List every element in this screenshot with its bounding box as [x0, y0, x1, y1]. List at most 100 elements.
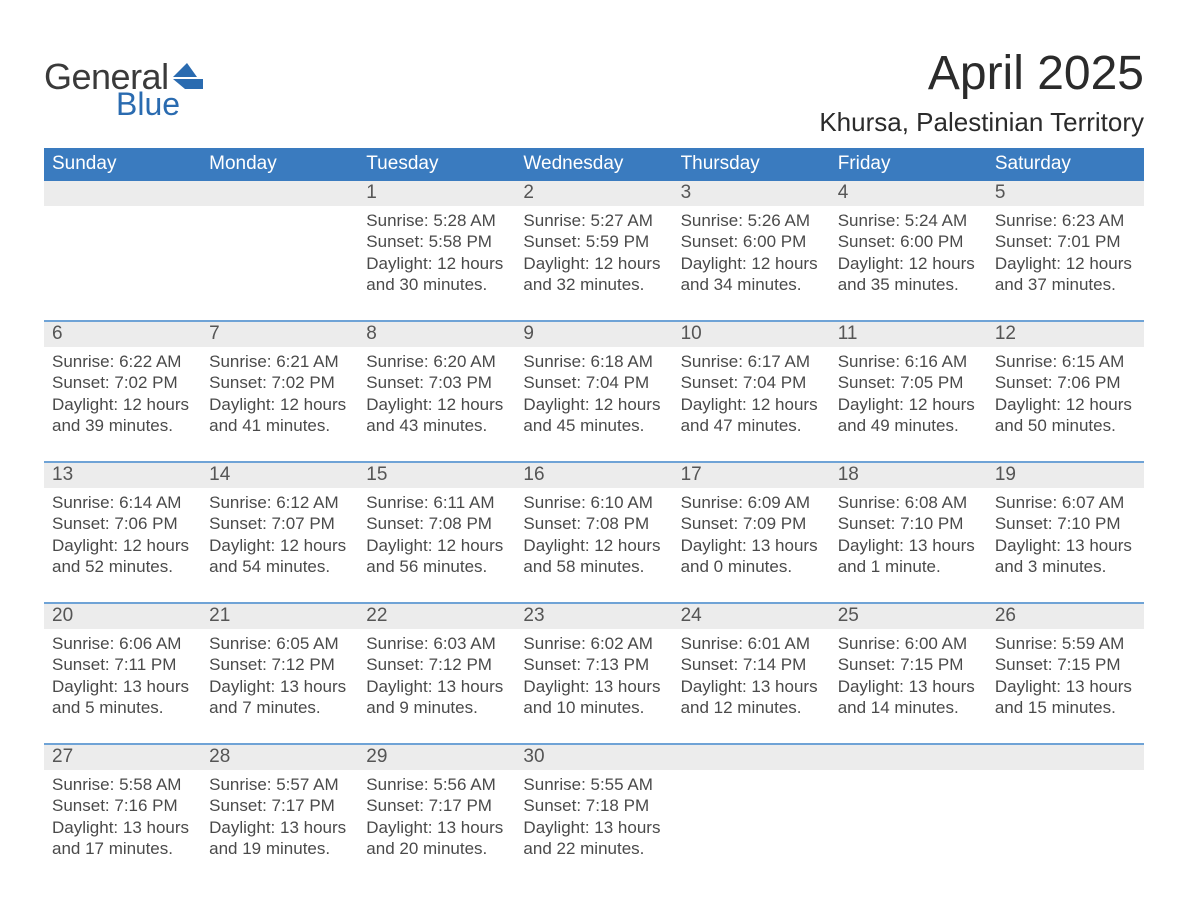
sunrise-line: Sunrise: 5:55 AM	[523, 774, 664, 795]
day-number: 15	[358, 463, 515, 488]
day-cell: Sunrise: 6:05 AMSunset: 7:12 PMDaylight:…	[201, 629, 358, 725]
week-row: 13141516171819Sunrise: 6:14 AMSunset: 7:…	[44, 461, 1144, 584]
sunset-line: Sunset: 7:01 PM	[995, 231, 1136, 252]
day-number: 2	[515, 181, 672, 206]
daylight-line: Daylight: 13 hours and 14 minutes.	[838, 676, 979, 719]
day-number: 13	[44, 463, 201, 488]
sunrise-line: Sunrise: 6:22 AM	[52, 351, 193, 372]
day-cell: Sunrise: 5:56 AMSunset: 7:17 PMDaylight:…	[358, 770, 515, 866]
daylight-line: Daylight: 13 hours and 9 minutes.	[366, 676, 507, 719]
day-number	[44, 181, 201, 206]
daynum-row: 12345	[44, 181, 1144, 206]
sunset-line: Sunset: 7:18 PM	[523, 795, 664, 816]
sunset-line: Sunset: 7:10 PM	[995, 513, 1136, 534]
sunrise-line: Sunrise: 6:16 AM	[838, 351, 979, 372]
week-row: 27282930Sunrise: 5:58 AMSunset: 7:16 PMD…	[44, 743, 1144, 866]
day-cell: Sunrise: 5:27 AMSunset: 5:59 PMDaylight:…	[515, 206, 672, 302]
day-cell: Sunrise: 6:00 AMSunset: 7:15 PMDaylight:…	[830, 629, 987, 725]
sunset-line: Sunset: 7:15 PM	[995, 654, 1136, 675]
sunrise-line: Sunrise: 5:28 AM	[366, 210, 507, 231]
sunrise-line: Sunrise: 6:02 AM	[523, 633, 664, 654]
sunrise-line: Sunrise: 6:00 AM	[838, 633, 979, 654]
day-number: 7	[201, 322, 358, 347]
day-cell: Sunrise: 5:24 AMSunset: 6:00 PMDaylight:…	[830, 206, 987, 302]
logo: General Blue	[44, 56, 207, 123]
sunset-line: Sunset: 7:06 PM	[995, 372, 1136, 393]
sunset-line: Sunset: 7:05 PM	[838, 372, 979, 393]
sunset-line: Sunset: 7:09 PM	[681, 513, 822, 534]
day-cell: Sunrise: 5:28 AMSunset: 5:58 PMDaylight:…	[358, 206, 515, 302]
daylight-line: Daylight: 13 hours and 20 minutes.	[366, 817, 507, 860]
sunset-line: Sunset: 7:06 PM	[52, 513, 193, 534]
daylight-line: Daylight: 12 hours and 52 minutes.	[52, 535, 193, 578]
daylight-line: Daylight: 12 hours and 32 minutes.	[523, 253, 664, 296]
day-number: 22	[358, 604, 515, 629]
header-row: General Blue April 2025 Khursa, Palestin…	[44, 18, 1144, 138]
daylight-line: Daylight: 12 hours and 49 minutes.	[838, 394, 979, 437]
day-cell: Sunrise: 5:57 AMSunset: 7:17 PMDaylight:…	[201, 770, 358, 866]
day-number: 17	[673, 463, 830, 488]
weeks-container: 12345Sunrise: 5:28 AMSunset: 5:58 PMDayl…	[44, 181, 1144, 866]
sunrise-line: Sunrise: 5:59 AM	[995, 633, 1136, 654]
daynum-row: 13141516171819	[44, 463, 1144, 488]
day-cell: Sunrise: 6:09 AMSunset: 7:09 PMDaylight:…	[673, 488, 830, 584]
sunset-line: Sunset: 7:16 PM	[52, 795, 193, 816]
sunrise-line: Sunrise: 6:03 AM	[366, 633, 507, 654]
day-number: 6	[44, 322, 201, 347]
day-cell	[673, 770, 830, 866]
day-number: 23	[515, 604, 672, 629]
day-number	[830, 745, 987, 770]
day-cell: Sunrise: 5:26 AMSunset: 6:00 PMDaylight:…	[673, 206, 830, 302]
day-number: 16	[515, 463, 672, 488]
sunrise-line: Sunrise: 5:56 AM	[366, 774, 507, 795]
day-cell: Sunrise: 6:07 AMSunset: 7:10 PMDaylight:…	[987, 488, 1144, 584]
sunset-line: Sunset: 6:00 PM	[681, 231, 822, 252]
daylight-line: Daylight: 12 hours and 50 minutes.	[995, 394, 1136, 437]
calendar-page: General Blue April 2025 Khursa, Palestin…	[0, 0, 1188, 886]
day-number: 20	[44, 604, 201, 629]
week-row: 20212223242526Sunrise: 6:06 AMSunset: 7:…	[44, 602, 1144, 725]
day-cell: Sunrise: 6:12 AMSunset: 7:07 PMDaylight:…	[201, 488, 358, 584]
daylight-line: Daylight: 13 hours and 19 minutes.	[209, 817, 350, 860]
day-cell: Sunrise: 5:59 AMSunset: 7:15 PMDaylight:…	[987, 629, 1144, 725]
dow-thursday: Thursday	[673, 148, 830, 181]
daylight-line: Daylight: 13 hours and 15 minutes.	[995, 676, 1136, 719]
day-cell: Sunrise: 6:08 AMSunset: 7:10 PMDaylight:…	[830, 488, 987, 584]
day-number: 5	[987, 181, 1144, 206]
sunset-line: Sunset: 5:58 PM	[366, 231, 507, 252]
daylight-line: Daylight: 12 hours and 30 minutes.	[366, 253, 507, 296]
day-number: 21	[201, 604, 358, 629]
title-block: April 2025 Khursa, Palestinian Territory	[819, 18, 1144, 138]
day-cell: Sunrise: 6:10 AMSunset: 7:08 PMDaylight:…	[515, 488, 672, 584]
day-cell: Sunrise: 5:58 AMSunset: 7:16 PMDaylight:…	[44, 770, 201, 866]
day-cell: Sunrise: 6:03 AMSunset: 7:12 PMDaylight:…	[358, 629, 515, 725]
sunset-line: Sunset: 7:17 PM	[209, 795, 350, 816]
sunset-line: Sunset: 7:13 PM	[523, 654, 664, 675]
week-row: 12345Sunrise: 5:28 AMSunset: 5:58 PMDayl…	[44, 181, 1144, 302]
daylight-line: Daylight: 12 hours and 45 minutes.	[523, 394, 664, 437]
sunrise-line: Sunrise: 6:23 AM	[995, 210, 1136, 231]
daylight-line: Daylight: 12 hours and 47 minutes.	[681, 394, 822, 437]
day-cell: Sunrise: 6:06 AMSunset: 7:11 PMDaylight:…	[44, 629, 201, 725]
sunrise-line: Sunrise: 6:08 AM	[838, 492, 979, 513]
day-number: 3	[673, 181, 830, 206]
sunset-line: Sunset: 7:14 PM	[681, 654, 822, 675]
sunrise-line: Sunrise: 6:11 AM	[366, 492, 507, 513]
day-number: 24	[673, 604, 830, 629]
month-title: April 2025	[819, 46, 1144, 101]
sunrise-line: Sunrise: 5:26 AM	[681, 210, 822, 231]
day-number: 9	[515, 322, 672, 347]
sunrise-line: Sunrise: 6:20 AM	[366, 351, 507, 372]
daylight-line: Daylight: 13 hours and 12 minutes.	[681, 676, 822, 719]
day-cell	[201, 206, 358, 302]
sunset-line: Sunset: 7:08 PM	[523, 513, 664, 534]
sunset-line: Sunset: 7:02 PM	[52, 372, 193, 393]
sunset-line: Sunset: 6:00 PM	[838, 231, 979, 252]
day-number	[673, 745, 830, 770]
sunrise-line: Sunrise: 6:12 AM	[209, 492, 350, 513]
day-number: 18	[830, 463, 987, 488]
day-cell: Sunrise: 5:55 AMSunset: 7:18 PMDaylight:…	[515, 770, 672, 866]
sunrise-line: Sunrise: 6:18 AM	[523, 351, 664, 372]
sunset-line: Sunset: 7:12 PM	[209, 654, 350, 675]
daylight-line: Daylight: 13 hours and 3 minutes.	[995, 535, 1136, 578]
